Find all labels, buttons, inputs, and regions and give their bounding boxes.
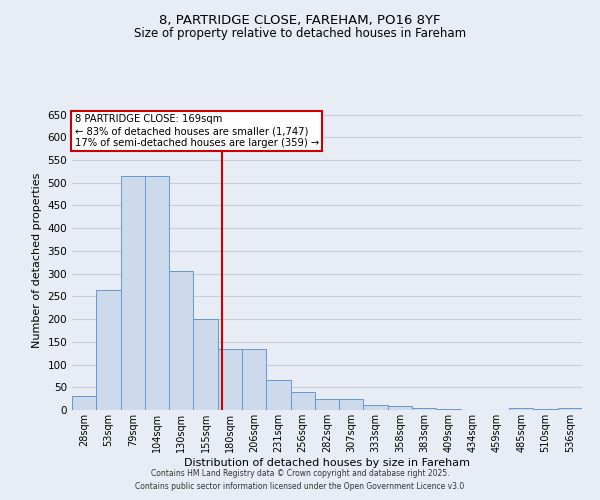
Bar: [558, 408, 582, 410]
Text: 8 PARTRIDGE CLOSE: 169sqm
← 83% of detached houses are smaller (1,747)
17% of se: 8 PARTRIDGE CLOSE: 169sqm ← 83% of detac…: [74, 114, 319, 148]
Bar: [509, 408, 533, 410]
Bar: [290, 392, 315, 410]
Bar: [96, 290, 121, 410]
Bar: [266, 380, 290, 410]
Bar: [193, 319, 218, 410]
Bar: [218, 348, 242, 410]
Bar: [145, 176, 169, 410]
Text: 8, PARTRIDGE CLOSE, FAREHAM, PO16 8YF: 8, PARTRIDGE CLOSE, FAREHAM, PO16 8YF: [159, 14, 441, 27]
Bar: [242, 348, 266, 410]
Bar: [169, 272, 193, 410]
Text: Contains public sector information licensed under the Open Government Licence v3: Contains public sector information licen…: [136, 482, 464, 491]
Bar: [315, 398, 339, 410]
Bar: [533, 409, 558, 410]
Text: Contains HM Land Registry data © Crown copyright and database right 2025.: Contains HM Land Registry data © Crown c…: [151, 468, 449, 477]
Bar: [436, 409, 461, 410]
Bar: [339, 398, 364, 410]
Text: Size of property relative to detached houses in Fareham: Size of property relative to detached ho…: [134, 28, 466, 40]
Bar: [412, 408, 436, 410]
Bar: [72, 396, 96, 410]
X-axis label: Distribution of detached houses by size in Fareham: Distribution of detached houses by size …: [184, 458, 470, 468]
Bar: [121, 176, 145, 410]
Bar: [388, 406, 412, 410]
Bar: [364, 404, 388, 410]
Y-axis label: Number of detached properties: Number of detached properties: [32, 172, 42, 348]
